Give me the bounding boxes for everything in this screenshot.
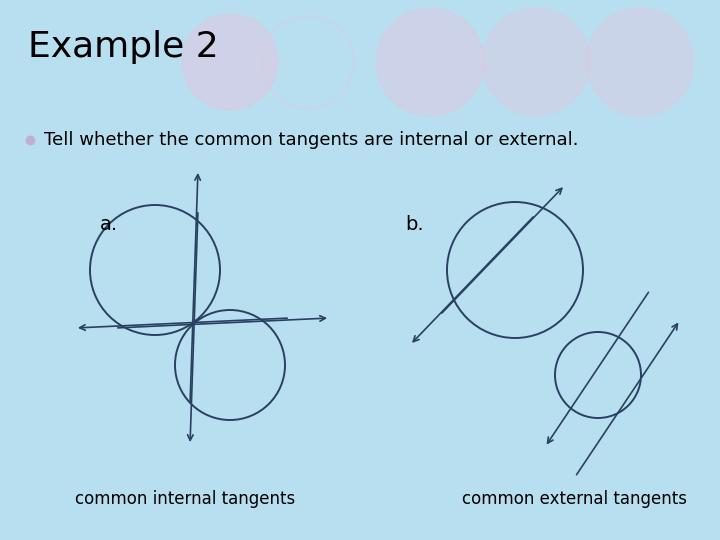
Text: common external tangents: common external tangents bbox=[462, 490, 688, 508]
Text: Example 2: Example 2 bbox=[28, 30, 219, 64]
Circle shape bbox=[376, 8, 484, 116]
Text: Tell whether the common tangents are internal or external.: Tell whether the common tangents are int… bbox=[44, 131, 578, 149]
Circle shape bbox=[482, 8, 590, 116]
Text: a.: a. bbox=[100, 215, 118, 234]
Text: common internal tangents: common internal tangents bbox=[75, 490, 295, 508]
Text: b.: b. bbox=[405, 215, 423, 234]
Circle shape bbox=[586, 8, 694, 116]
Circle shape bbox=[182, 14, 278, 110]
